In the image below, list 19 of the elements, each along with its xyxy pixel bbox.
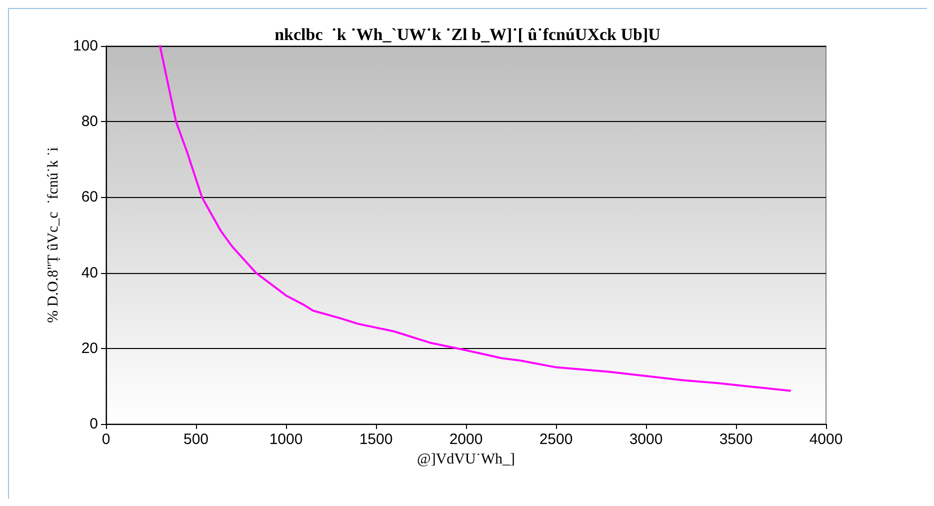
x-tick-label: 3000 <box>629 431 663 448</box>
y-tick-label: 20 <box>81 340 98 357</box>
y-tick-label: 80 <box>81 113 98 130</box>
x-tick-label: 0 <box>102 431 110 448</box>
x-tick-label: 1000 <box>269 431 303 448</box>
chart-title: nkclbc ˙k ˙Wh_`UW˙k ˙Zl b_W]˙[ û˙fcnúUXck Ub]U <box>274 25 660 44</box>
x-tick-label: 500 <box>183 431 209 448</box>
x-tick-label: 2000 <box>449 431 483 448</box>
y-tick-label: 0 <box>90 416 98 432</box>
y-axis-title: % D.O.8"Ṭ ûVc_c ˙fcnú˙k ˙i <box>46 147 62 323</box>
x-tick-label: 1500 <box>359 431 393 448</box>
y-tick-label: 60 <box>81 188 98 206</box>
y-tick-label: 40 <box>81 264 98 282</box>
x-tick-label: 4000 <box>809 431 843 448</box>
x-axis-title: @]VdVU˙Wh_] <box>417 451 515 468</box>
line-series <box>159 45 791 392</box>
y-tick-label: 100 <box>72 38 98 54</box>
x-tick-label: 3500 <box>719 431 753 448</box>
x-tick-label: 2500 <box>539 431 573 448</box>
